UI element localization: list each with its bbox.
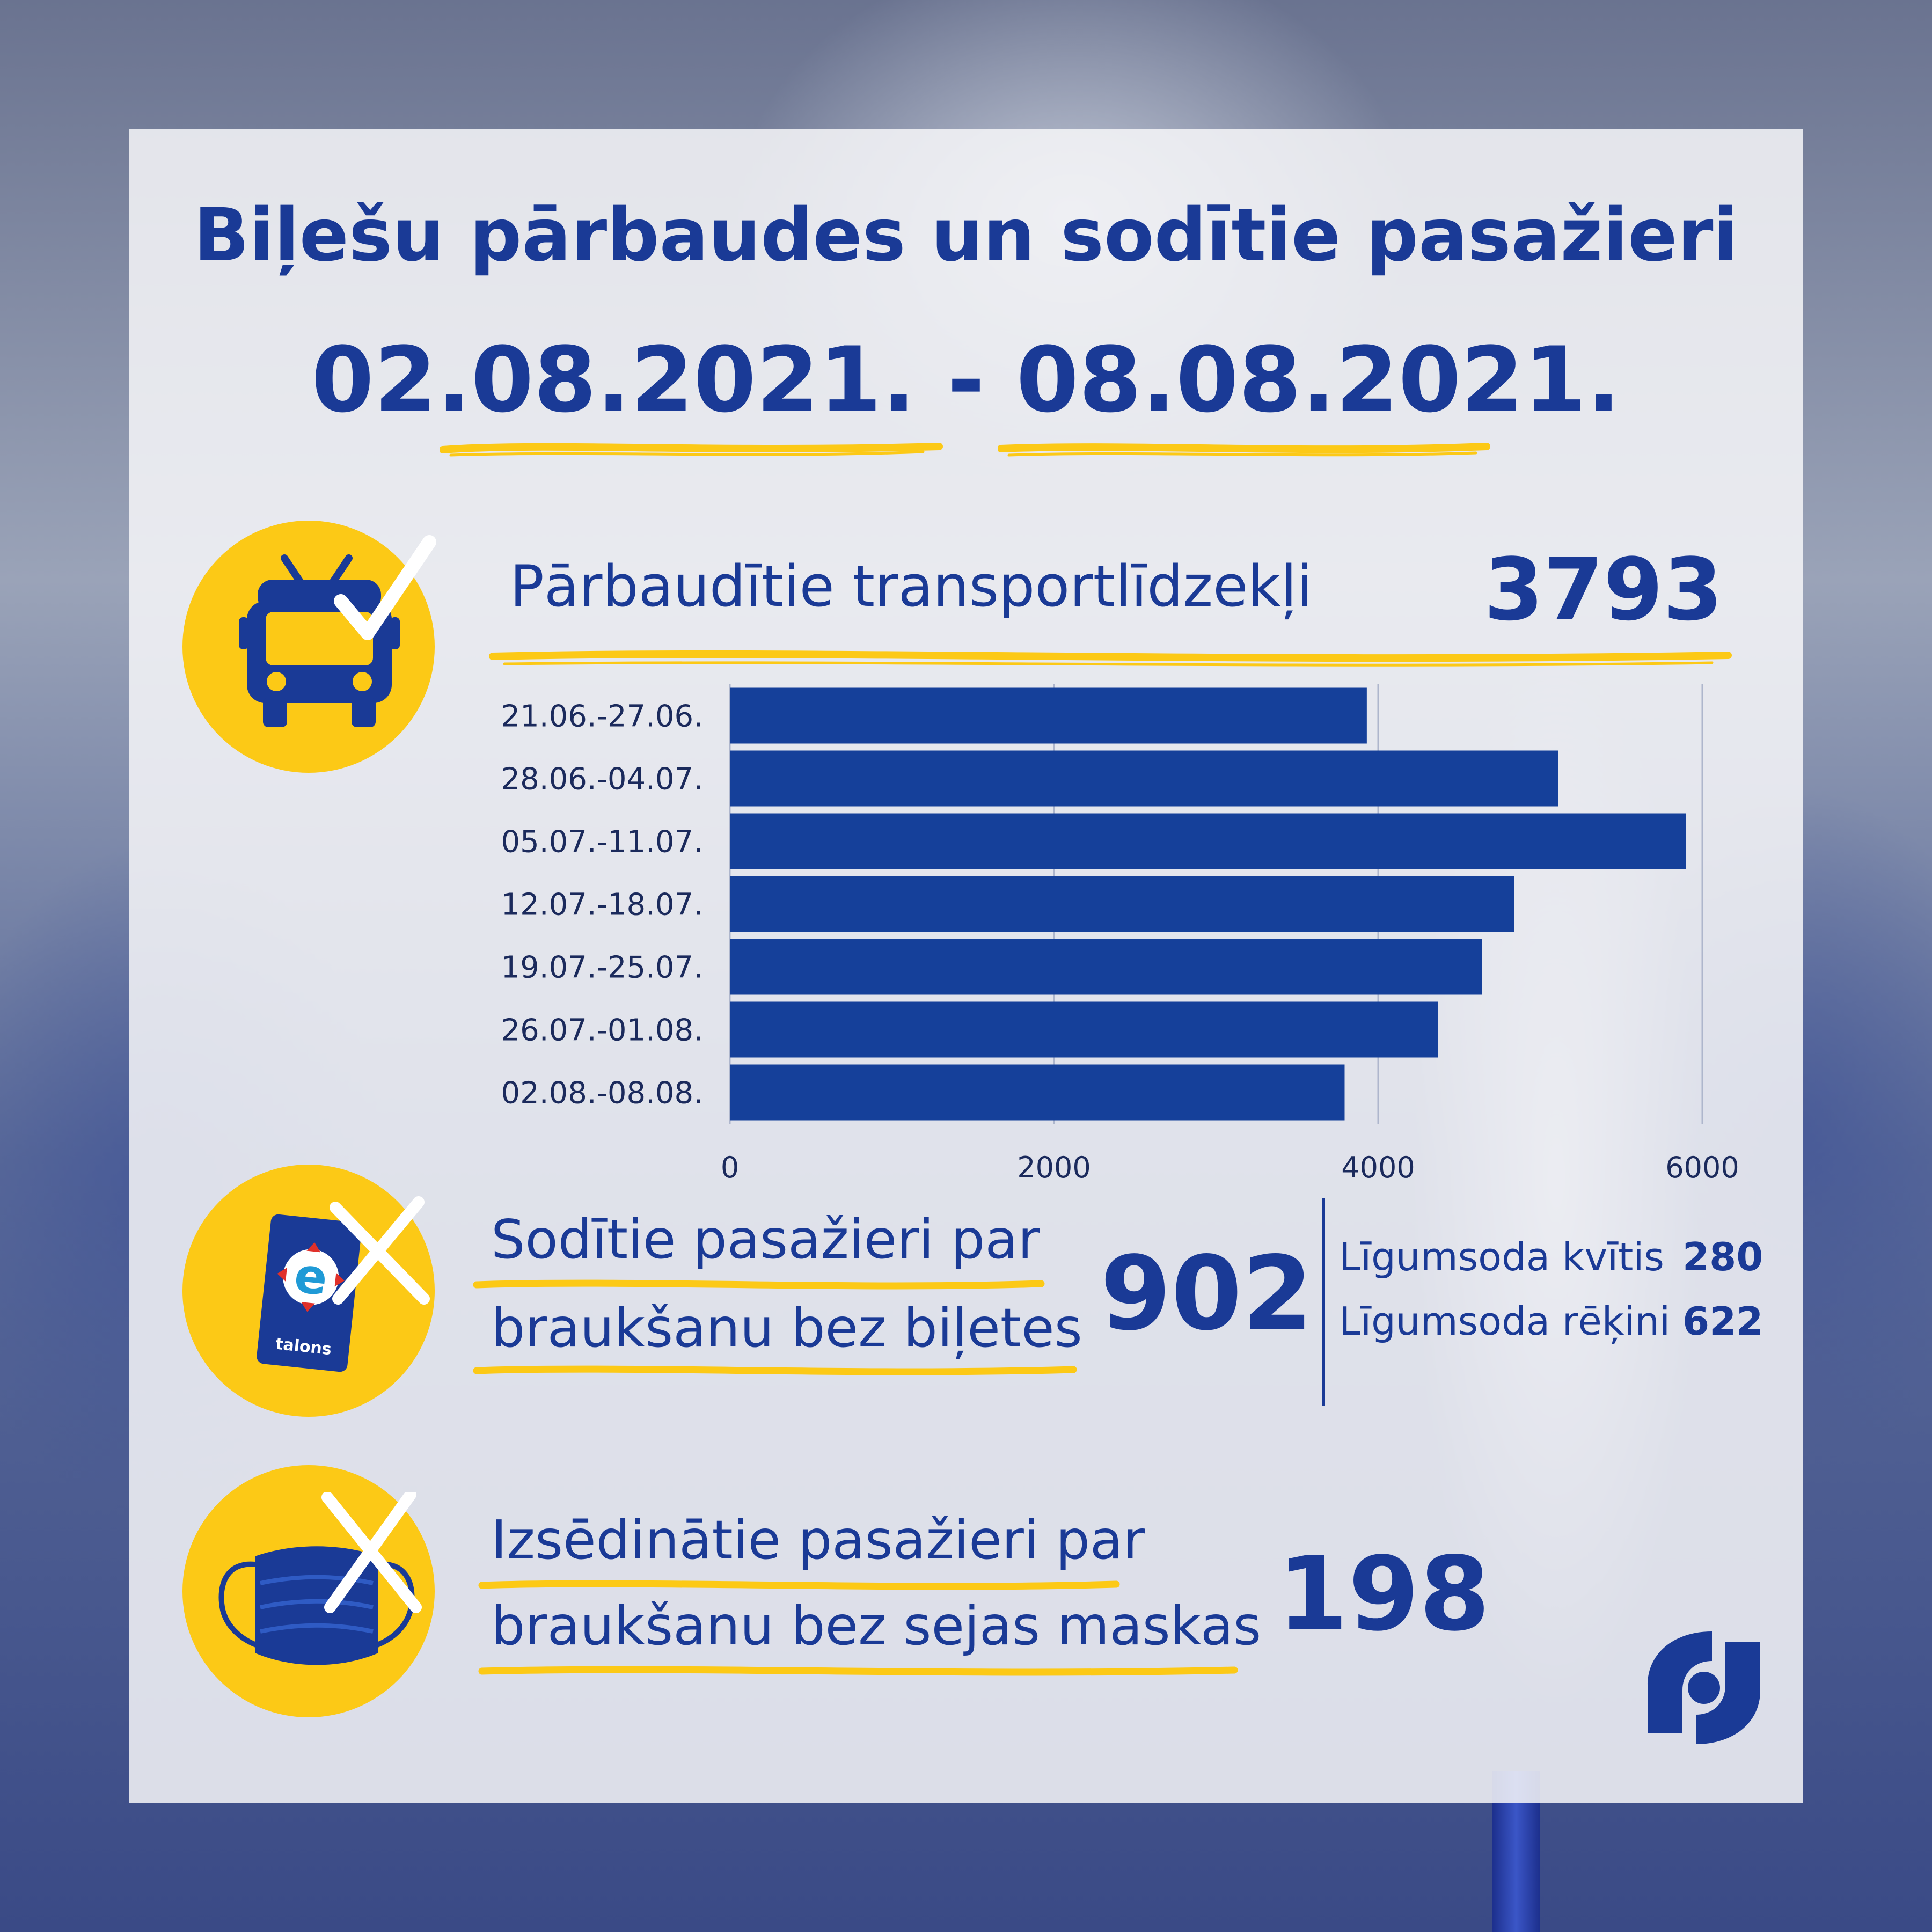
face-mask-x-icon [218, 1492, 422, 1665]
fined-underline-2 [473, 1365, 1077, 1375]
bar-3 [730, 813, 1686, 869]
fine-invoices-label: Līgumsoda rēķini [1339, 1299, 1671, 1344]
page-title: Biļešu pārbaudes un sodītie pasažieri [193, 193, 1739, 278]
bar-2 [730, 750, 1558, 807]
vehicles-value: 3793 [1484, 539, 1723, 640]
vehicles-label: Pārbaudītie transportlīdzekļi [510, 553, 1313, 619]
fine-receipts-label: Līgumsoda kvītis [1339, 1234, 1664, 1279]
etalons-card-x-icon: e talons [257, 1196, 430, 1372]
bar-1 [730, 687, 1367, 744]
title-underline-right [998, 443, 1490, 457]
masks-underline-1 [478, 1580, 1120, 1590]
masks-value: 198 [1277, 1535, 1490, 1653]
fined-value: 902 [1100, 1234, 1313, 1353]
fined-divider [1322, 1198, 1325, 1406]
bar-6 [730, 1001, 1438, 1058]
bar-7 [730, 1064, 1345, 1121]
fine-invoices-value: 622 [1682, 1299, 1763, 1344]
category-label: 12.07.-18.07. [501, 888, 703, 923]
masks-label-line2: braukšanu bez sejas maskas [491, 1594, 1262, 1657]
masks-label-line1: Izsēdinātie pasažieri par [491, 1509, 1145, 1571]
fined-underline-1 [473, 1279, 1045, 1290]
bar-5 [730, 939, 1482, 995]
svg-text:e: e [291, 1247, 330, 1307]
bus-check-icon [239, 535, 436, 727]
category-label: 19.07.-25.07. [501, 950, 703, 985]
fined-label-line2: braukšanu bez biļetes [491, 1297, 1082, 1359]
category-label: 21.06.-27.06. [501, 699, 703, 734]
bar-4 [730, 876, 1514, 932]
x-tick-label: 0 [721, 1151, 739, 1184]
category-label: 28.06.-04.07. [501, 762, 703, 797]
rigas-satiksme-logo [1648, 1631, 1760, 1744]
category-label: 26.07.-01.08. [501, 1013, 703, 1048]
x-tick-label: 2000 [1017, 1151, 1091, 1184]
category-label: 02.08.-08.08. [501, 1076, 703, 1111]
date-range: 02.08.2021. - 08.08.2021. [311, 327, 1621, 433]
fine-receipts-value: 280 [1682, 1234, 1763, 1279]
title-underline-left [440, 443, 943, 457]
vehicles-underline [489, 650, 1732, 667]
x-tick-label: 4000 [1341, 1151, 1415, 1184]
masks-underline-2 [478, 1666, 1238, 1676]
fined-label-line1: Sodītie pasažieri par [491, 1208, 1040, 1271]
category-label: 05.07.-11.07. [501, 825, 703, 860]
x-tick-label: 6000 [1665, 1151, 1739, 1184]
